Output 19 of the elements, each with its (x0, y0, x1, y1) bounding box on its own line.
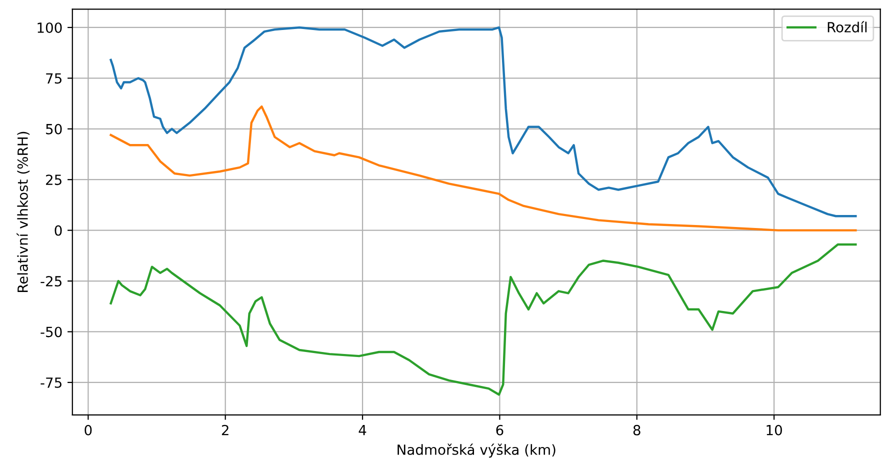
x-tick-label: 10 (766, 424, 782, 436)
x-tick-label: 0 (84, 424, 92, 436)
x-tick-label: 4 (358, 425, 366, 436)
y-axis-title: Relativní vlhkost (%RH) (16, 132, 30, 292)
x-axis-title: Nadmořská výška (km) (398, 444, 556, 458)
y-tick-label: 0 (54, 225, 62, 236)
y-tick-label: 100 (38, 22, 62, 33)
legend-label: Rozdíl (828, 21, 867, 32)
x-tick-label: 2 (222, 424, 228, 436)
x-tick-label: 6 (496, 424, 504, 436)
y-tick-label: -75 (40, 378, 62, 388)
y-tick-label: 25 (46, 174, 62, 186)
line-series (110, 243, 857, 396)
line-series (110, 105, 857, 232)
y-tick-label: -50 (40, 326, 62, 338)
x-tick-label: 8 (633, 424, 640, 436)
y-tick-label: 75 (46, 73, 62, 84)
y-tick-label: -25 (40, 276, 62, 286)
y-tick-label: 50 (46, 124, 62, 134)
